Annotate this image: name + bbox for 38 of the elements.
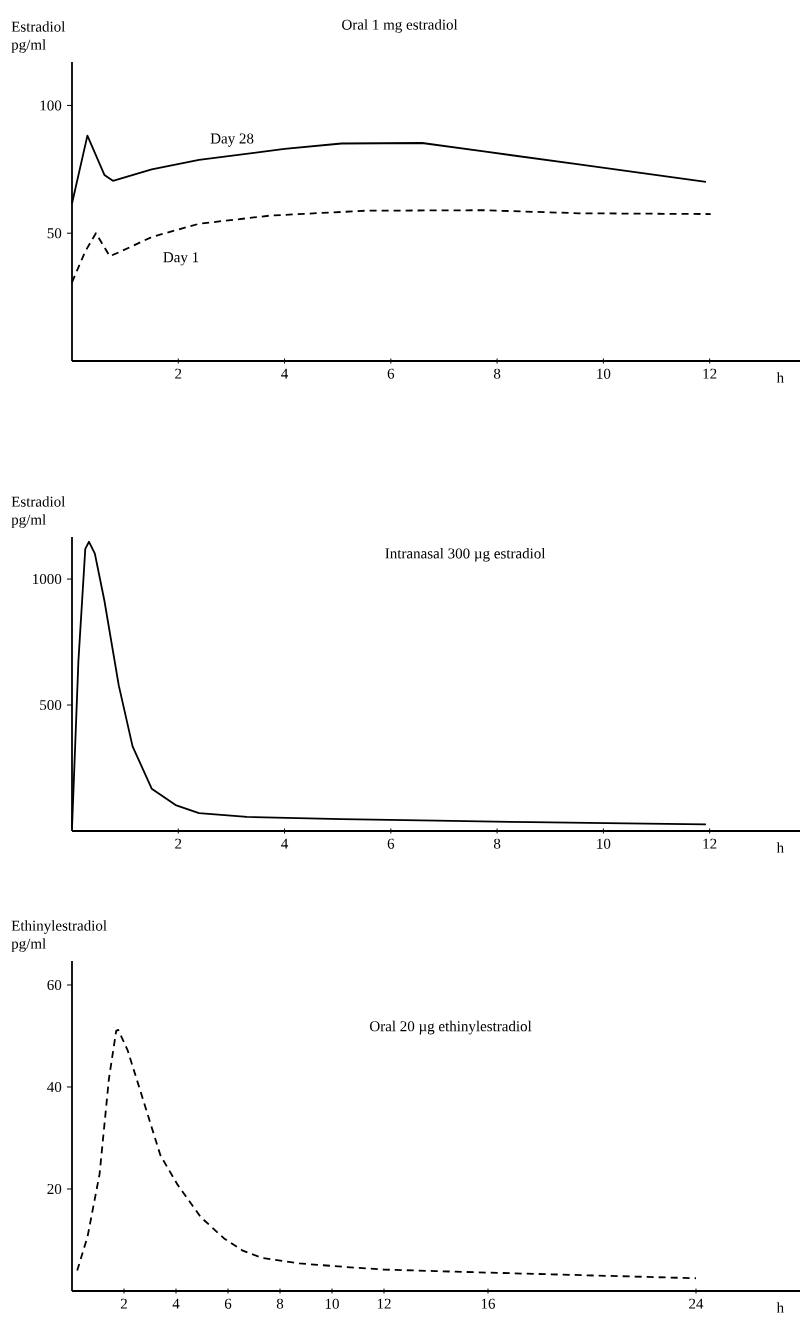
x-tick-label: 12: [377, 1298, 391, 1309]
x-tick-label: 12: [703, 838, 717, 849]
y-tick-label: 500: [40, 699, 62, 711]
y-tick-label: 40: [47, 1081, 62, 1093]
x-tick-label: 4: [281, 368, 289, 379]
y-tick-label: 50: [47, 228, 62, 239]
chart-title: Oral 1 mg estradiol: [342, 19, 458, 33]
x-tick-label: 10: [325, 1298, 339, 1309]
x-tick-label: 8: [276, 1298, 284, 1309]
x-tick-label: 8: [493, 838, 501, 849]
y-tick-label: 100: [40, 100, 62, 111]
x-tick-label: 10: [597, 838, 611, 849]
x-tick-label: 16: [481, 1298, 496, 1309]
y-axis-title: Estradiol pg/ml: [11, 496, 66, 528]
x-axis-title: h: [776, 842, 784, 853]
x-tick-label: 2: [175, 368, 182, 379]
x-tick-label: 8: [493, 368, 501, 379]
x-tick-label: 4: [172, 1298, 180, 1309]
series-label: Day 28: [210, 133, 254, 147]
x-tick-label: 10: [597, 368, 611, 379]
x-axis-title: h: [776, 372, 784, 383]
x-tick-label: 12: [703, 368, 717, 379]
y-tick-label: 1000: [33, 574, 62, 585]
text: Intranasal 300 µg estradiol: [385, 547, 546, 562]
x-tick-label: 4: [281, 838, 289, 849]
x-tick-label: 2: [120, 1298, 127, 1309]
x-tick-label: 24: [689, 1298, 704, 1309]
x-axis-title: h: [776, 1302, 784, 1313]
x-tick-label: 6: [387, 838, 395, 849]
x-tick-label: 6: [387, 368, 395, 379]
y-axis-title: Estradiol pg/ml: [11, 21, 66, 53]
x-tick-label: 6: [224, 1298, 232, 1309]
y-tick-label: 60: [47, 979, 62, 991]
x-tick-label: 2: [175, 838, 182, 849]
text: Oral 20 µg ethinylestradiol: [369, 1020, 532, 1035]
series-label: Day 1: [163, 252, 199, 266]
y-tick-label: 20: [47, 1183, 62, 1195]
y-axis-title: Ethinylestradiol pg/ml: [11, 920, 107, 952]
